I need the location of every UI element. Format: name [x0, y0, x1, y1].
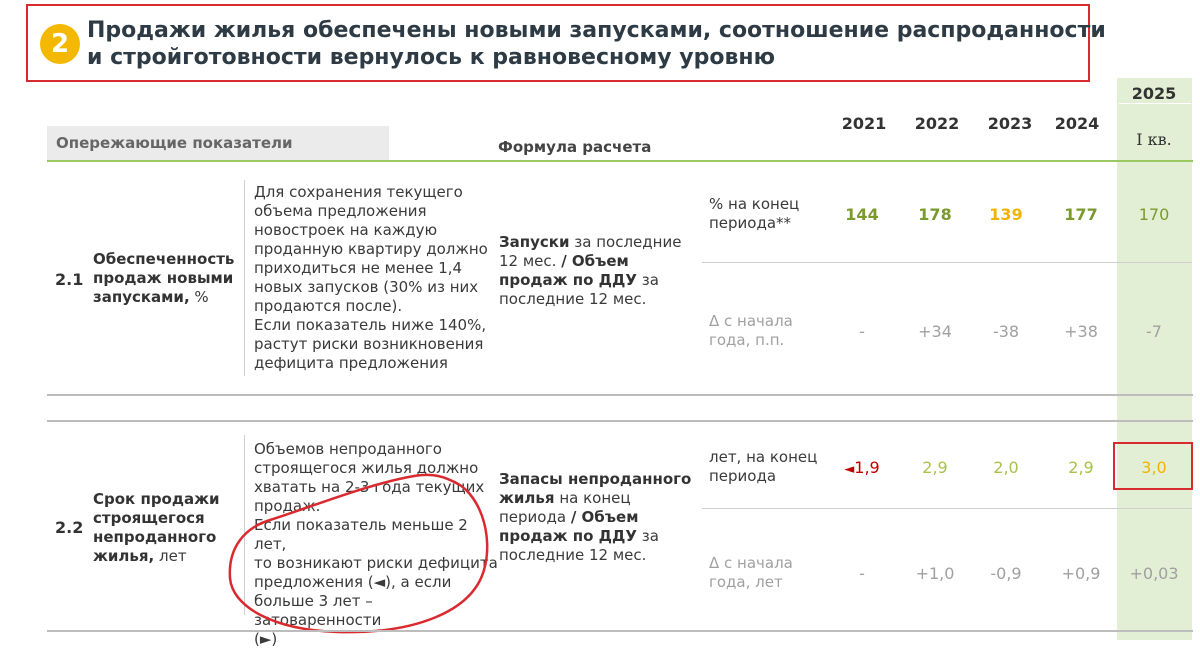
year-2025-divider [1119, 103, 1191, 104]
delta-2022: +1,0 [915, 564, 955, 583]
leading-indicators-header: Опережающие показатели [47, 126, 389, 160]
value-2021: 144 [845, 205, 879, 224]
value-2022: 2,9 [922, 458, 948, 477]
description-divider [244, 180, 245, 376]
row-number: 2.2 [55, 518, 84, 537]
column-2025-highlight [1117, 78, 1192, 640]
value-2022: 178 [918, 205, 952, 224]
row-divider [702, 262, 1192, 263]
hand-drawn-circle [228, 473, 489, 634]
title-line-1: Продажи жилья обеспечены новыми запускам… [87, 18, 1106, 43]
deficit-arrow-icon: ◄ [844, 462, 855, 477]
section-divider [47, 394, 1193, 396]
value-2023: 2,0 [993, 458, 1019, 477]
quarter-label: I кв. [1136, 130, 1172, 149]
indicator-description: Для сохранения текущего объема предложени… [254, 183, 488, 372]
calculation-formula: Запасы непроданного жилья на конец перио… [499, 470, 692, 564]
row-divider [702, 508, 1192, 509]
value-2024: 177 [1064, 205, 1098, 224]
delta-2025-q1: +0,03 [1129, 564, 1179, 583]
delta-2022: +34 [918, 322, 952, 341]
value-2025-q1: 170 [1138, 205, 1170, 224]
delta-2021: - [859, 322, 865, 341]
year-2022: 2022 [914, 114, 960, 133]
year-2021: 2021 [841, 114, 887, 133]
year-2025: 2025 [1131, 84, 1177, 103]
header-rule [47, 160, 1193, 162]
table-bottom-rule [47, 630, 1193, 632]
delta-2024: +38 [1064, 322, 1098, 341]
row-number: 2.1 [55, 270, 84, 289]
title-line-2: и стройготовности вернулось к равновесно… [87, 45, 776, 70]
year-2024: 2024 [1054, 114, 1100, 133]
description-divider [244, 435, 245, 615]
title-frame [26, 4, 1090, 82]
indicator-name: Срок продажи строящегося непроданного жи… [93, 490, 220, 565]
section-badge: 2 [40, 24, 80, 64]
delta-2023: -0,9 [990, 564, 1022, 583]
value-2023: 139 [989, 205, 1023, 224]
value-2021: ◄1,9 [844, 458, 880, 477]
calculation-formula: Запуски за последние 12 мес. / Объем про… [499, 233, 682, 308]
delta-label: Δ с начала года, п.п. [709, 312, 793, 349]
delta-2024: +0,9 [1061, 564, 1101, 583]
leading-indicators-label: Опережающие показатели [56, 134, 293, 152]
delta-2023: -38 [992, 322, 1020, 341]
unit-label: лет, на конец периода [709, 448, 818, 485]
unit-label: % на конец периода** [709, 195, 800, 232]
formula-header: Формула расчета [498, 138, 652, 156]
delta-2021: - [859, 564, 865, 583]
value-2024: 2,9 [1068, 458, 1094, 477]
delta-2025-q1: -7 [1146, 322, 1162, 341]
section-divider [47, 420, 1193, 422]
delta-label: Δ с начала года, лет [709, 554, 793, 591]
indicator-name: Обеспеченность продаж новыми запусками, … [93, 250, 235, 306]
year-2023: 2023 [987, 114, 1033, 133]
value-2025-q1: 3,0 [1141, 458, 1167, 477]
highlight-frame [1113, 442, 1193, 490]
